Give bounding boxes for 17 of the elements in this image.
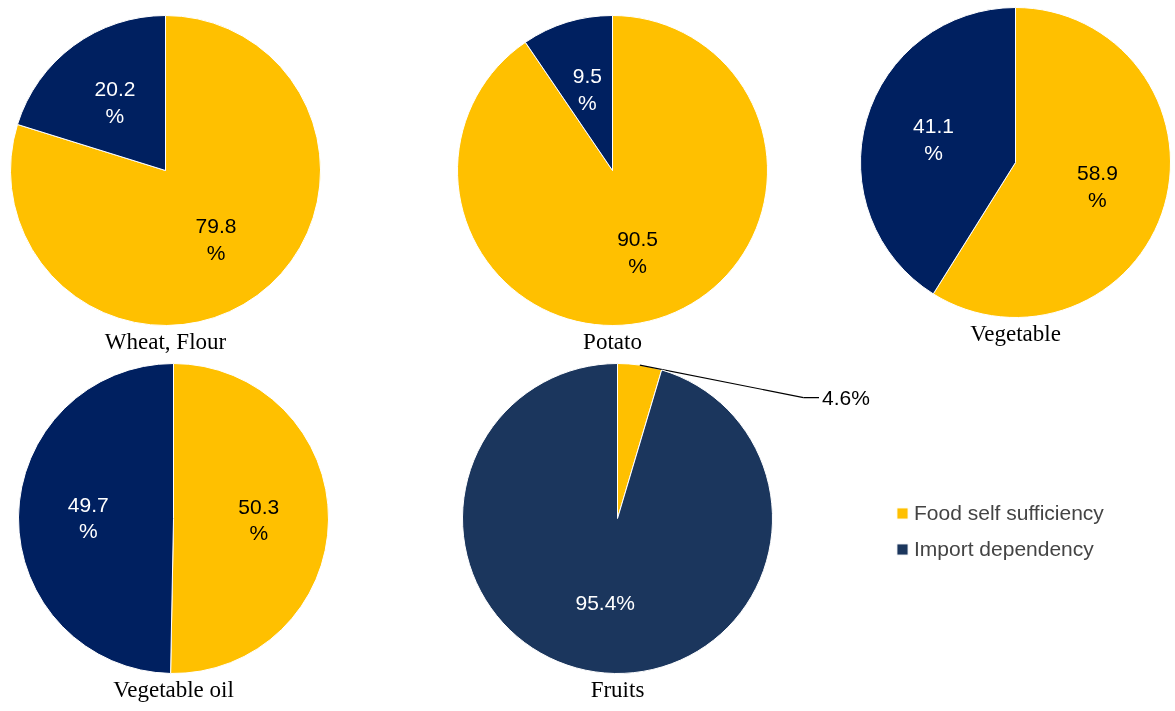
legend-label: Food self sufficiency	[914, 501, 1104, 525]
text: Vegetable	[970, 320, 1061, 346]
data-label: 90.5 %	[617, 227, 659, 277]
data-label: 79.8 %	[195, 214, 237, 264]
data-label: 50.3 %	[238, 494, 280, 545]
data-label: 9.5 %	[572, 64, 603, 114]
data-label: 4.6%	[822, 386, 870, 410]
data-label: 49.7 %	[67, 492, 109, 543]
text: Vegetable oil	[113, 676, 234, 702]
text: Potato	[583, 328, 642, 354]
data-label: 41.1 %	[913, 114, 954, 164]
text: Wheat, Flour	[104, 328, 227, 354]
data-label: 58.9 %	[1077, 161, 1118, 211]
data-label: 95.4%	[575, 591, 635, 615]
data-label: 20.2 %	[94, 77, 136, 127]
text: Fruits	[590, 676, 645, 702]
legend-label: Import dependency	[914, 537, 1094, 561]
